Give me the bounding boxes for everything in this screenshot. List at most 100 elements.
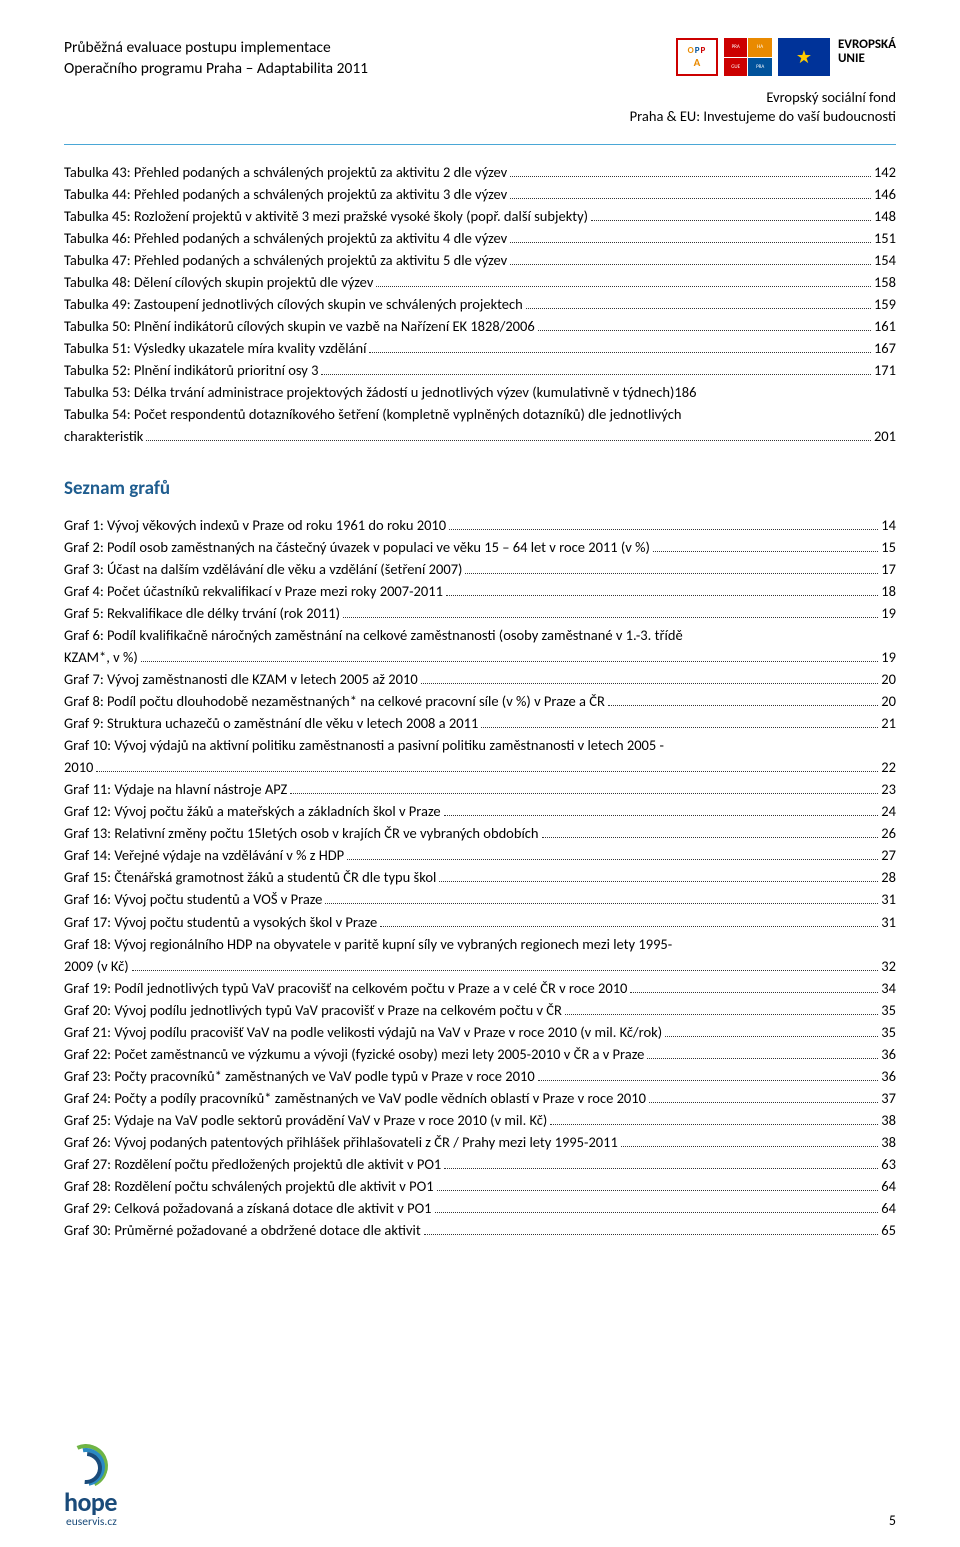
toc-graf-18: Graf 19: Podíl jednotlivých typů VaV pra…	[64, 977, 896, 999]
toc-graf-25-dots	[621, 1146, 878, 1147]
toc-table-0: Tabulka 43: Přehled podaných a schválený…	[64, 161, 896, 183]
toc-graf-29-label: Graf 30: Průměrné požadované a obdržené …	[64, 1219, 421, 1241]
toc-table-4-label: Tabulka 47: Přehled podaných a schválený…	[64, 249, 507, 271]
footer-sub: euservis.cz	[66, 1515, 117, 1529]
toc-graf-10: Graf 11: Výdaje na hlavní nástroje APZ23	[64, 778, 896, 800]
toc-table-0-page: 142	[874, 161, 896, 183]
toc-table-4-page: 154	[874, 249, 896, 271]
toc-graf-5-tail: KZAM*, v %)19	[64, 646, 896, 668]
toc-graf-19-page: 35	[881, 999, 896, 1021]
toc-table-1: Tabulka 44: Přehled podaných a schválený…	[64, 183, 896, 205]
toc-graf-22-label: Graf 23: Počty pracovníků* zaměstnaných …	[64, 1065, 535, 1087]
toc-graf-25: Graf 26: Vývoj podaných patentových přih…	[64, 1131, 896, 1153]
toc-graf-19: Graf 20: Vývoj podílu jednotlivých typů …	[64, 999, 896, 1021]
toc-graf-9-dots	[96, 771, 878, 772]
toc-graf-3: Graf 4: Počet účastníků rekvalifikací v …	[64, 580, 896, 602]
toc-table-6-label: Tabulka 49: Zastoupení jednotlivých cílo…	[64, 293, 523, 315]
toc-graf-15-page: 31	[881, 888, 896, 910]
toc-graf-26-label: Graf 27: Rozdělení počtu předložených pr…	[64, 1153, 441, 1175]
toc-graf-8-dots	[481, 727, 878, 728]
toc-graf-2-page: 17	[881, 558, 896, 580]
page-header: Průběžná evaluace postupu implementace O…	[64, 38, 896, 80]
toc-graf-16-page: 31	[881, 911, 896, 933]
toc-graf-1-label: Graf 2: Podíl osob zaměstnaných na částe…	[64, 536, 650, 558]
toc-graf-26-page: 63	[881, 1153, 896, 1175]
toc-table-0-label: Tabulka 43: Přehled podaných a schválený…	[64, 161, 507, 183]
toc-table-2-page: 148	[874, 205, 896, 227]
toc-graf-21: Graf 22: Počet zaměstnanců ve výzkumu a …	[64, 1043, 896, 1065]
toc-graf-1: Graf 2: Podíl osob zaměstnaných na částe…	[64, 536, 896, 558]
toc-table-9-label: Tabulka 52: Plnění indikátorů prioritní …	[64, 359, 318, 381]
toc-graf-14: Graf 15: Čtenářská gramotnost žáků a stu…	[64, 866, 896, 888]
toc-graf-25-label: Graf 26: Vývoj podaných patentových přih…	[64, 1131, 618, 1153]
toc-table-7-label: Tabulka 50: Plnění indikátorů cílových s…	[64, 315, 535, 337]
footer-logo: hope euservis.cz	[64, 1450, 117, 1529]
toc-graf-18-label: Graf 19: Podíl jednotlivých typů VaV pra…	[64, 977, 627, 999]
toc-graf-13: Graf 14: Veřejné výdaje na vzdělávání v …	[64, 844, 896, 866]
toc-table-4: Tabulka 47: Přehled podaných a schválený…	[64, 249, 896, 271]
toc-graf-22: Graf 23: Počty pracovníků* zaměstnaných …	[64, 1065, 896, 1087]
footer-brand: hope	[64, 1486, 117, 1518]
toc-graf-3-label: Graf 4: Počet účastníků rekvalifikací v …	[64, 580, 443, 602]
hope-logo-icon	[64, 1450, 110, 1488]
toc-table-8-dots	[369, 352, 871, 353]
toc-graf-17-tail: 2009 (v Kč) 32	[64, 955, 896, 977]
toc-graf-0: Graf 1: Vývoj věkových indexů v Praze od…	[64, 514, 896, 536]
eu-line1: EVROPSKÁ	[838, 38, 896, 52]
toc-graf-27-label: Graf 28: Rozdělení počtu schválených pro…	[64, 1175, 434, 1197]
toc-graf-2-dots	[465, 573, 878, 574]
toc-graf-0-page: 14	[881, 514, 896, 536]
toc-graf-17-page: 32	[881, 955, 896, 977]
toc-table-1-page: 146	[874, 183, 896, 205]
toc-graf-27-dots	[437, 1190, 879, 1191]
toc-graf-6: Graf 7: Vývoj zaměstnanosti dle KZAM v l…	[64, 668, 896, 690]
tables-toc: Tabulka 43: Přehled podaných a schválený…	[64, 161, 896, 447]
toc-table-3-page: 151	[874, 227, 896, 249]
toc-graf-19-label: Graf 20: Vývoj podílu jednotlivých typů …	[64, 999, 562, 1021]
toc-graf-26: Graf 27: Rozdělení počtu předložených pr…	[64, 1153, 896, 1175]
toc-graf-17-dots	[132, 970, 879, 971]
toc-table-2-dots	[591, 220, 871, 221]
toc-graf-6-page: 20	[881, 668, 896, 690]
toc-graf-7: Graf 8: Podíl počtu dlouhodobě nezaměstn…	[64, 690, 896, 712]
toc-table-7-dots	[538, 330, 871, 331]
toc-table-8: Tabulka 51: Výsledky ukazatele míra kval…	[64, 337, 896, 359]
toc-graf-25-page: 38	[881, 1131, 896, 1153]
header-divider	[64, 144, 896, 145]
toc-table-7: Tabulka 50: Plnění indikátorů cílových s…	[64, 315, 896, 337]
toc-graf-21-dots	[647, 1058, 878, 1059]
toc-table-6-dots	[526, 308, 871, 309]
toc-graf-0-dots	[449, 529, 878, 530]
toc-table-1-label: Tabulka 44: Přehled podaných a schválený…	[64, 183, 507, 205]
toc-table-9-dots	[321, 374, 870, 375]
toc-table-11-dots	[146, 440, 871, 441]
toc-graf-24-label: Graf 25: Výdaje na VaV podle sektorů pro…	[64, 1109, 547, 1131]
toc-graf-27: Graf 28: Rozdělení počtu schválených pro…	[64, 1175, 896, 1197]
toc-graf-28-label: Graf 29: Celková požadovaná a získaná do…	[64, 1197, 432, 1219]
toc-graf-2: Graf 3: Účast na dalším vzdělávání dle v…	[64, 558, 896, 580]
toc-graf-4-label: Graf 5: Rekvalifikace dle délky trvání (…	[64, 602, 340, 624]
toc-graf-13-dots	[347, 859, 878, 860]
toc-graf-14-label: Graf 15: Čtenářská gramotnost žáků a stu…	[64, 866, 436, 888]
toc-graf-20-label: Graf 21: Vývoj podílu pracovišť VaV na p…	[64, 1021, 662, 1043]
toc-table-5-page: 158	[874, 271, 896, 293]
toc-graf-17-label: 2009 (v Kč)	[64, 955, 129, 977]
toc-graf-11-page: 24	[881, 800, 896, 822]
page-footer: hope euservis.cz 5	[64, 1450, 896, 1529]
toc-graf-22-dots	[538, 1080, 879, 1081]
toc-table-6: Tabulka 49: Zastoupení jednotlivých cílo…	[64, 293, 896, 315]
toc-table-10-label: Tabulka 53: Délka trvání administrace pr…	[64, 381, 674, 403]
toc-table-9: Tabulka 52: Plnění indikátorů prioritní …	[64, 359, 896, 381]
toc-graf-8-label: Graf 9: Struktura uchazečů o zaměstnání …	[64, 712, 478, 734]
toc-graf-4: Graf 5: Rekvalifikace dle délky trvání (…	[64, 602, 896, 624]
eu-line2: UNIE	[838, 52, 896, 66]
toc-table-10-page: 186	[674, 381, 696, 403]
header-subtitle: Evropský sociální fond Praha & EU: Inves…	[64, 88, 896, 126]
toc-graf-11-dots	[444, 815, 879, 816]
toc-graf-7-page: 20	[881, 690, 896, 712]
toc-table-5-label: Tabulka 48: Dělení cílových skupin proje…	[64, 271, 373, 293]
toc-graf-9-label: 2010	[64, 756, 93, 778]
toc-graf-7-label: Graf 8: Podíl počtu dlouhodobě nezaměstn…	[64, 690, 605, 712]
toc-graf-3-dots	[446, 595, 878, 596]
toc-graf-23: Graf 24: Počty a podíly pracovníků* zamě…	[64, 1087, 896, 1109]
